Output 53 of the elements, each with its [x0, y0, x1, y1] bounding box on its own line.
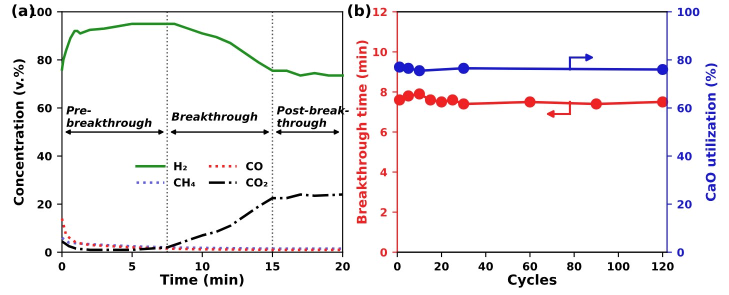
- x-tick-label: 20: [336, 262, 350, 271]
- line-series: [60, 22, 344, 77]
- x-tick-label: 0: [58, 262, 66, 271]
- x-tick-label: 10: [196, 262, 210, 271]
- annotation: Pre- breakthrough: [66, 106, 152, 130]
- legend-label: CH₄: [174, 178, 196, 187]
- y2-tick-label: 0: [677, 248, 684, 257]
- y-tick-label: 80: [37, 56, 52, 64]
- y2-tick-label: 20: [678, 200, 692, 209]
- y-tick-label: 20: [38, 200, 52, 209]
- y2-tick-label: 60: [677, 104, 692, 112]
- y2-axis-title: CaO utilization (%): [706, 63, 718, 202]
- line-series: [60, 236, 344, 250]
- y-tick-label: 40: [37, 152, 52, 160]
- y2-tick-label: 100: [678, 8, 700, 16]
- legend-label: H₂: [174, 162, 187, 170]
- y-axis-title: Concentration (v.%): [14, 59, 26, 206]
- y-tick-label: 0: [380, 248, 388, 257]
- legend-label: CO: [246, 162, 263, 170]
- legend-label: CO₂: [246, 178, 268, 187]
- x-tick-label: 20: [434, 262, 449, 271]
- y-tick-label: 10: [373, 48, 388, 56]
- annotation: Breakthrough: [172, 112, 258, 124]
- y-tick-label: 6: [380, 128, 387, 136]
- point: [424, 94, 436, 106]
- y-tick-label: 12: [373, 8, 387, 16]
- point: [436, 96, 448, 108]
- point: [447, 94, 458, 106]
- y-tick-label: 0: [45, 248, 52, 257]
- point: [458, 98, 470, 110]
- x-tick-label: 40: [478, 262, 493, 271]
- x-tick-label: 0: [394, 262, 401, 271]
- x-tick-label: 15: [266, 262, 280, 271]
- x-axis-title: Time (min): [160, 274, 244, 286]
- point: [590, 98, 602, 110]
- point: [657, 96, 668, 108]
- x-tick-label: 100: [608, 262, 630, 271]
- point: [524, 96, 536, 108]
- y-tick-label: 2: [380, 208, 387, 216]
- point: [402, 90, 414, 102]
- x-tick-label: 80: [567, 262, 582, 271]
- y-tick-label: 60: [37, 104, 52, 112]
- point: [414, 88, 425, 100]
- x-tick-label: 120: [652, 262, 674, 271]
- x-axis-title: Cycles: [508, 274, 556, 288]
- y2-tick-label: 80: [677, 56, 692, 64]
- chart-title: (b): [348, 4, 370, 18]
- y-axis-title: Breakthrough time (min): [356, 40, 370, 224]
- y-tick-label: 4: [380, 168, 388, 176]
- x-tick-label: 60: [522, 262, 538, 271]
- x-tick-label: 5: [129, 262, 136, 271]
- y2-tick-label: 40: [677, 152, 692, 160]
- y-tick-label: 8: [380, 88, 387, 96]
